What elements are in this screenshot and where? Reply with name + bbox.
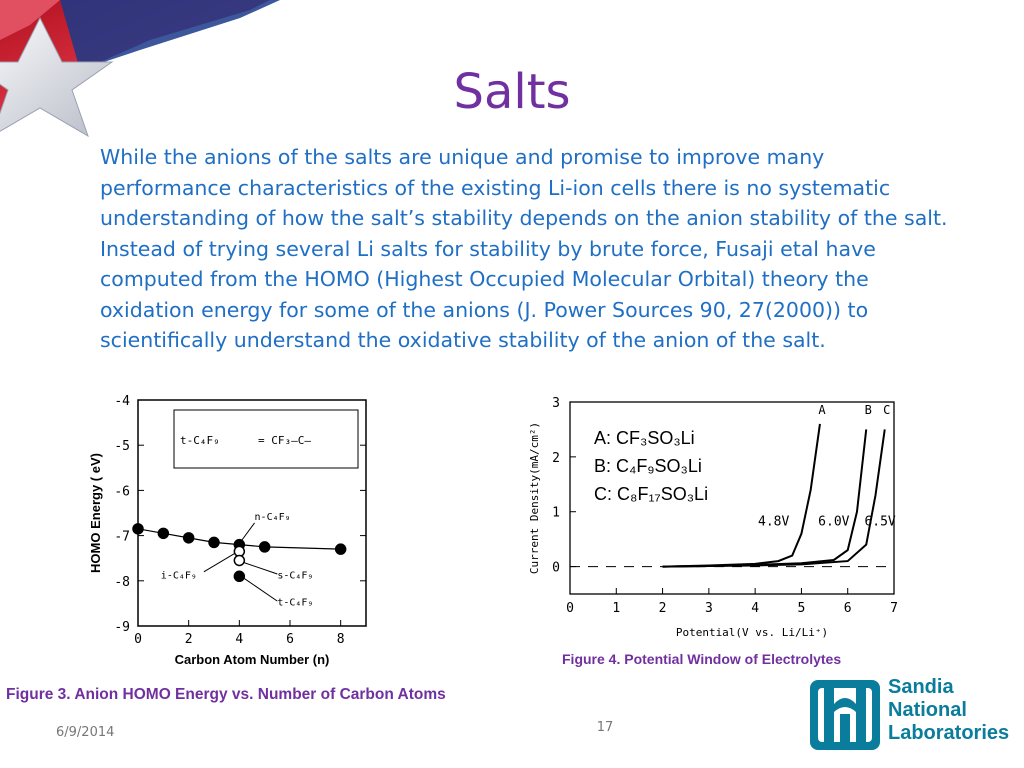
curve-label: B: [865, 403, 872, 417]
data-point: [132, 523, 144, 535]
plot-frame: [569, 401, 895, 595]
legend-entry: B: C₄F₉SO₃Li: [594, 456, 702, 476]
potential-window-chart: 0 1 2 3 0 1 2 3 4 5 6 7 Potential(V vs. Li/Li⁺) Curre…: [528, 396, 898, 639]
figure-4-caption: Figure 4. Potential Window of Electrolyt…: [562, 651, 842, 667]
y-tick-label: -5: [114, 439, 130, 454]
y-tick-label: -6: [114, 484, 130, 499]
figure-4: 0 1 2 3 0 1 2 3 4 5 6 7 Potential(V vs. Li/Li⁺) Curre…: [478, 362, 942, 650]
leader-line: [244, 578, 278, 602]
x-tick-label: 2: [185, 632, 193, 647]
x-tick-label: 6: [844, 601, 852, 616]
y-tick-label: -9: [114, 620, 130, 635]
logo-line-3: Laboratories: [888, 722, 1010, 744]
x-tick-label: 1: [612, 601, 620, 616]
x-tick-label: 0: [566, 601, 574, 616]
data-point: [258, 541, 271, 553]
legend-entry: A: CF₃SO₃Li: [594, 428, 695, 448]
x-tick-label: 7: [890, 601, 898, 616]
inset-structure: = CF₃–C–: [258, 434, 311, 447]
y-tick-label: -4: [114, 394, 130, 409]
legend-entry: C: C₈F₁₇SO₃Li: [594, 484, 708, 504]
annotation-t: t-C₄F₉: [277, 598, 313, 609]
data-point: [157, 527, 170, 540]
slide-title: Salts: [453, 64, 571, 120]
y-tick-label: -8: [114, 575, 130, 590]
page-number: 17: [596, 720, 614, 735]
curve-label: A: [818, 403, 826, 417]
curve-label: C: [883, 403, 890, 417]
y-tick-label: 0: [552, 561, 560, 576]
voltage-label: 4.8V: [758, 514, 789, 529]
x-tick-label: 2: [659, 601, 667, 616]
series-line-C: [662, 429, 886, 568]
homo-energy-chart: -4 -5 -6 -7 -8 -9 0 2 4 6 8 Carbon Atom Number (n) H…: [88, 394, 367, 667]
y-tick-label: 3: [552, 396, 560, 411]
y-tick-label: -7: [114, 530, 130, 545]
figure-3-caption: Figure 3. Anion HOMO Energy vs. Number o…: [6, 686, 446, 703]
y-axis-label: Current Density(mA/cm²): [528, 422, 541, 574]
figure-3: -4 -5 -6 -7 -8 -9 0 2 4 6 8 Carbon Atom Number (n) H…: [48, 380, 426, 672]
y-tick-label: 1: [552, 506, 560, 521]
footer-date: 6/9/2014: [56, 725, 115, 740]
sandia-logo-icon: [810, 680, 880, 750]
data-point: [233, 570, 246, 583]
leader-line: [241, 522, 255, 541]
y-axis-label: HOMO Energy ( eV): [88, 453, 103, 573]
x-tick-label: 6: [286, 632, 294, 647]
x-tick-label: 4: [751, 601, 759, 616]
logo-line-2: National: [888, 699, 967, 721]
sandia-logo-text: Sandia National Laboratories: [888, 676, 1009, 745]
data-point: [182, 532, 195, 544]
x-tick-label: 3: [705, 601, 713, 616]
plot-frame: [137, 399, 367, 627]
x-tick-label: 5: [798, 601, 806, 616]
leader-line: [203, 553, 235, 573]
x-tick-label: 8: [337, 632, 345, 647]
y-tick-label: 2: [552, 451, 560, 466]
data-point: [334, 543, 347, 555]
body-paragraph: While the anions of the salts are unique…: [100, 145, 948, 352]
voltage-label: 6.5V: [864, 514, 895, 529]
x-axis-label: Carbon Atom Number (n): [175, 652, 330, 667]
annotation-n: n-C₄F₉: [255, 512, 291, 523]
logo-line-1: Sandia: [888, 676, 954, 698]
x-axis-label: Potential(V vs. Li/Li⁺): [676, 626, 828, 639]
data-point: [233, 554, 246, 567]
voltage-label: 6.0V: [818, 514, 849, 529]
data-point: [208, 536, 220, 549]
annotation-i: i-C₄F₉: [161, 571, 197, 582]
leader-line: [244, 562, 278, 575]
star-flag-logo: [0, 0, 280, 138]
x-tick-label: 4: [235, 632, 243, 647]
inset-box: [173, 409, 359, 469]
annotation-s: s-C₄F₉: [277, 571, 313, 582]
x-tick-label: 0: [134, 632, 142, 647]
inset-label: t-C₄F₉: [180, 434, 220, 447]
